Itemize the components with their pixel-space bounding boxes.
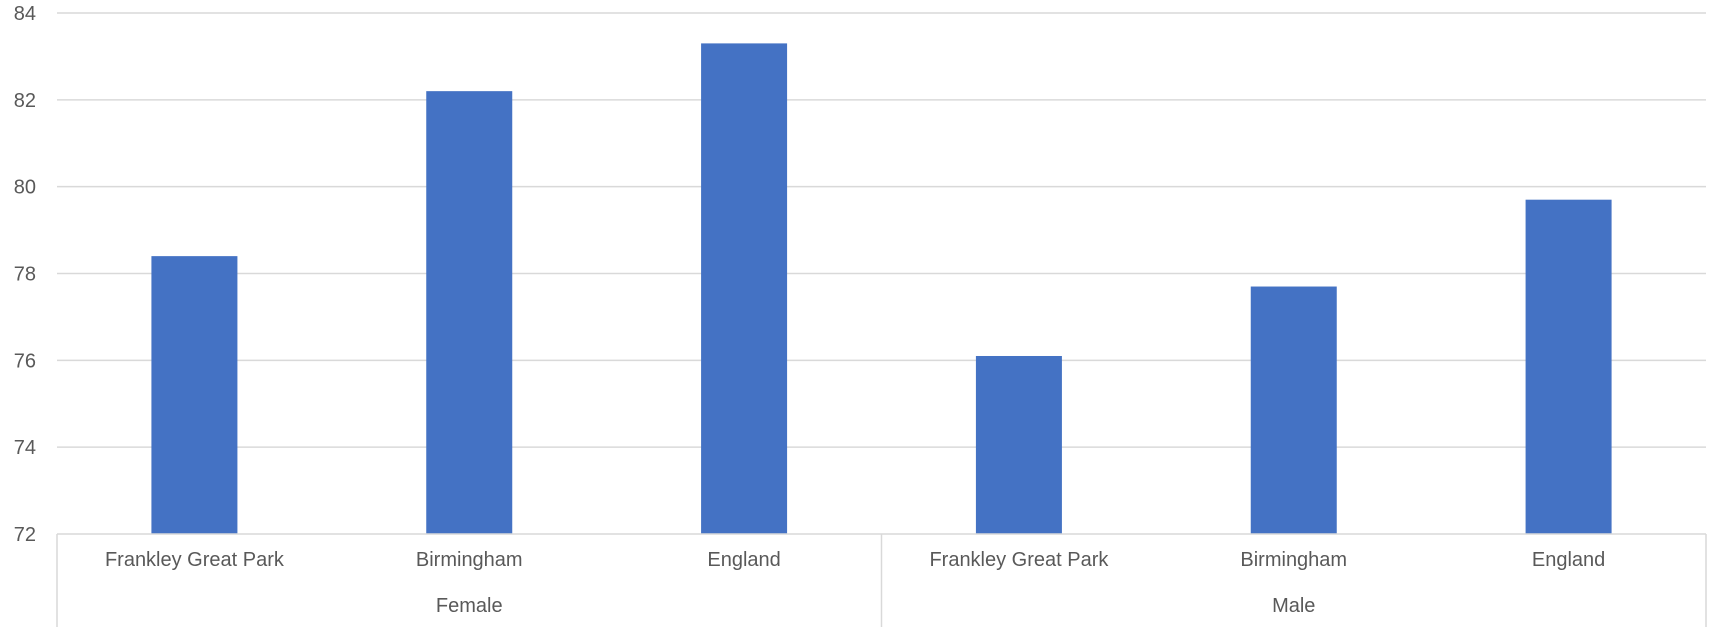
x-category-label: Frankley Great Park [929, 549, 1109, 571]
x-category-label: Birmingham [1240, 549, 1347, 571]
bar-male-birmingham [1250, 286, 1337, 534]
y-tick-label: 76 [14, 350, 36, 372]
y-tick-label: 84 [14, 3, 36, 25]
x-group-label: Male [1272, 595, 1315, 617]
bar-male-frankley-great-park [975, 355, 1062, 534]
x-category-label: England [1532, 549, 1605, 571]
y-tick-label: 82 [14, 90, 36, 112]
bars [151, 43, 1612, 535]
y-axis-tick-labels: 72 74 76 78 80 82 84 [14, 3, 36, 546]
y-tick-label: 74 [14, 437, 36, 459]
bar-female-birmingham [426, 91, 513, 535]
x-axis: Frankley Great Park Birmingham England Fema… [56, 533, 1707, 627]
x-category-label: England [707, 549, 780, 571]
x-category-label: Birmingham [416, 549, 523, 571]
bar-male-england [1525, 199, 1612, 535]
y-tick-label: 78 [14, 264, 36, 286]
bar-female-england [701, 43, 788, 535]
bar-female-frankley-great-park [151, 256, 238, 534]
y-tick-label: 72 [14, 524, 36, 546]
x-category-label: Frankley Great Park [105, 549, 285, 571]
gridlines [57, 12, 1706, 448]
x-group-label: Female [436, 595, 503, 617]
y-tick-label: 80 [14, 177, 36, 199]
